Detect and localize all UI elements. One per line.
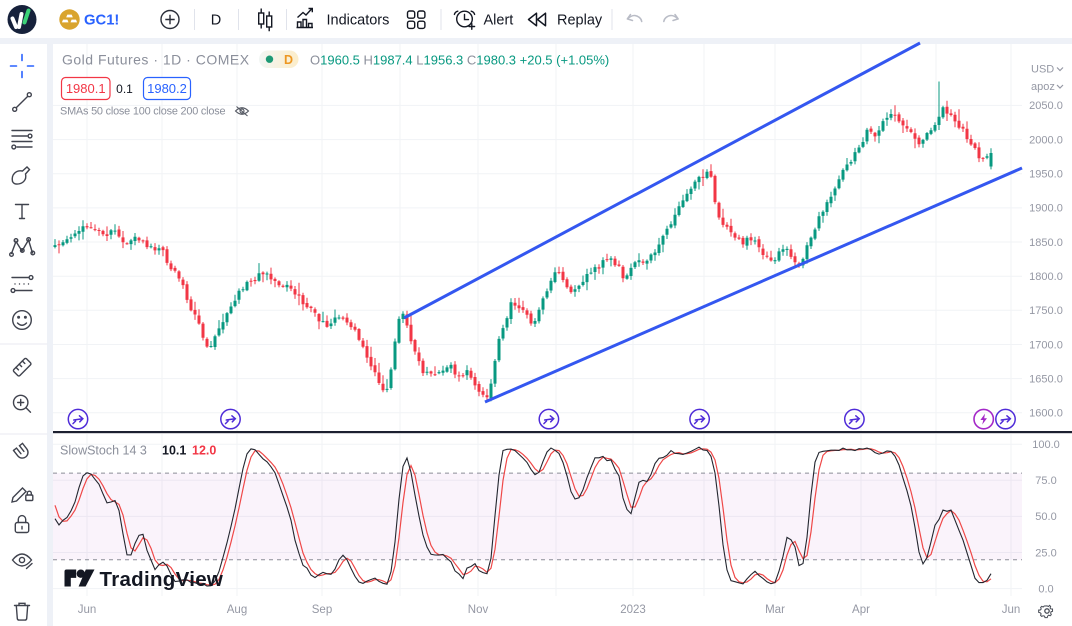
- svg-text:Nov: Nov: [468, 604, 489, 616]
- svg-text:TradingView: TradingView: [100, 568, 224, 591]
- svg-text:1980.1: 1980.1: [66, 81, 106, 96]
- svg-text:1650.0: 1650.0: [1029, 373, 1063, 385]
- svg-text:Apr: Apr: [852, 604, 870, 616]
- svg-text:1700.0: 1700.0: [1029, 339, 1063, 351]
- svg-text:0.0: 0.0: [1038, 583, 1053, 595]
- svg-text:Jun: Jun: [1002, 604, 1021, 616]
- svg-text:75.0: 75.0: [1035, 475, 1056, 487]
- svg-text:Mar: Mar: [765, 604, 785, 616]
- svg-text:Sep: Sep: [312, 604, 332, 616]
- svg-text:SlowStoch 14 3: SlowStoch 14 3: [60, 444, 147, 458]
- svg-text:apoz: apoz: [1031, 81, 1055, 93]
- svg-text:25.0: 25.0: [1035, 547, 1056, 559]
- svg-text:Replay: Replay: [557, 13, 603, 29]
- svg-text:50.0: 50.0: [1035, 511, 1056, 523]
- svg-text:O1960.5 H1987.4 L1956.3 C1980.: O1960.5 H1987.4 L1956.3 C1980.3 +20.5 (+…: [310, 53, 609, 68]
- svg-text:Indicators: Indicators: [327, 13, 390, 29]
- svg-text:1850.0: 1850.0: [1029, 237, 1063, 249]
- svg-text:2023: 2023: [620, 604, 646, 616]
- svg-text:0.1: 0.1: [116, 82, 133, 96]
- svg-text:Alert: Alert: [484, 13, 514, 29]
- svg-text:1600.0: 1600.0: [1029, 408, 1063, 420]
- svg-text:1980.2: 1980.2: [147, 81, 187, 96]
- svg-text:2050.0: 2050.0: [1029, 100, 1063, 112]
- svg-text:2000.0: 2000.0: [1029, 134, 1063, 146]
- svg-text:1800.0: 1800.0: [1029, 271, 1063, 283]
- svg-text:Jun: Jun: [78, 604, 97, 616]
- svg-text:Gold Futures · 1D · COMEX: Gold Futures · 1D · COMEX: [62, 52, 250, 68]
- svg-text:SMAs 50 close 100 close 200 cl: SMAs 50 close 100 close 200 close: [60, 106, 225, 118]
- svg-text:10.1: 10.1: [162, 444, 186, 458]
- svg-text:D: D: [211, 13, 221, 29]
- svg-text:12.0: 12.0: [192, 444, 216, 458]
- svg-text:1750.0: 1750.0: [1029, 305, 1063, 317]
- svg-text:Aug: Aug: [227, 604, 247, 616]
- svg-text:GC1!: GC1!: [84, 13, 119, 29]
- svg-text:100.0: 100.0: [1032, 439, 1060, 451]
- svg-text:1900.0: 1900.0: [1029, 203, 1063, 215]
- svg-text:USD: USD: [1031, 64, 1054, 76]
- svg-text:D: D: [284, 53, 293, 67]
- svg-text:1950.0: 1950.0: [1029, 169, 1063, 181]
